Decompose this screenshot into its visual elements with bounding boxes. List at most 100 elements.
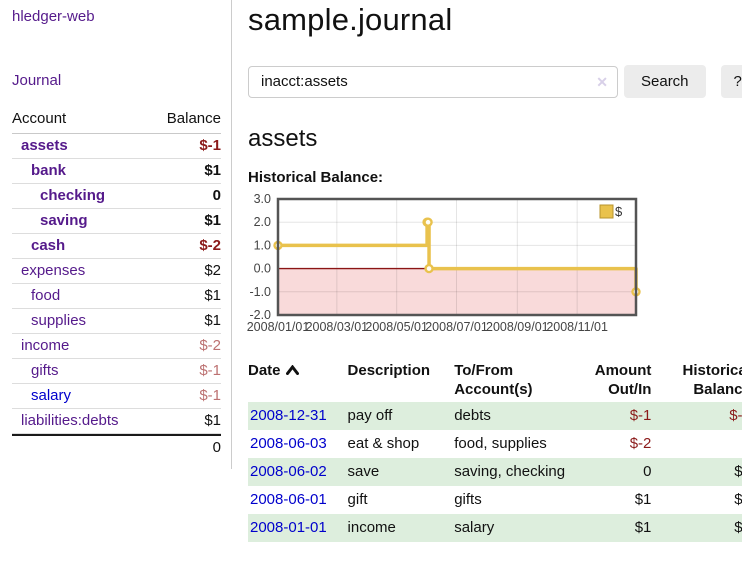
svg-text:2008/09/01: 2008/09/01: [486, 320, 549, 334]
chart-title: Historical Balance:: [248, 169, 384, 186]
transaction-balance: $2: [734, 491, 742, 508]
account-balance: $2: [204, 262, 221, 279]
sidebar: hledger-web Journal Account Balance asse…: [0, 0, 232, 469]
account-link-checking[interactable]: checking: [40, 187, 106, 204]
svg-text:$: $: [615, 204, 623, 219]
transaction-date-link[interactable]: 2008-01-01: [250, 519, 327, 536]
transaction-date-link[interactable]: 2008-06-01: [250, 491, 327, 508]
transaction-date-link[interactable]: 2008-06-02: [250, 463, 327, 480]
account-balance: $-1: [199, 387, 221, 404]
page: hledger-web Journal Account Balance asse…: [0, 0, 742, 542]
register-header-row: Date Description To/From Account(s) Amou…: [248, 359, 742, 402]
transaction-balance: $-1: [729, 407, 742, 424]
svg-text:2008/03/01: 2008/03/01: [306, 320, 369, 334]
register-table: Date Description To/From Account(s) Amou…: [248, 359, 742, 542]
account-balance: $1: [204, 162, 221, 179]
register-row: 2008-06-03 eat & shop food, supplies $-2…: [248, 430, 742, 458]
accounts-header-account: Account: [12, 110, 67, 127]
account-row-gifts: gifts $-1: [12, 359, 221, 384]
account-link-bank[interactable]: bank: [31, 162, 67, 179]
account-link-cash[interactable]: cash: [31, 237, 66, 254]
register-row: 2008-01-01 income salary $1 $1: [248, 514, 742, 542]
svg-text:2.0: 2.0: [254, 215, 271, 229]
help-button[interactable]: ?: [720, 65, 742, 98]
account-link-liabilities-debts[interactable]: liabilities:debts: [21, 412, 119, 429]
column-header-amount: Amount Out/In: [594, 362, 652, 398]
transaction-date-link[interactable]: 2008-12-31: [250, 407, 327, 424]
search-field-wrap: ✕: [248, 65, 618, 98]
clear-search-icon[interactable]: ✕: [596, 73, 608, 90]
transaction-amount: 0: [643, 463, 652, 480]
transaction-amount: $1: [634, 491, 652, 508]
search-input[interactable]: [248, 65, 618, 98]
main-content: sample.journal ✕ Search ? assets Histori…: [232, 0, 742, 542]
transaction-description: gift: [347, 491, 368, 508]
transaction-accounts: gifts: [454, 491, 482, 508]
account-balance: 0: [212, 187, 221, 204]
accounts-table-header: Account Balance: [12, 108, 221, 134]
search-form: ✕ Search ?: [248, 65, 742, 98]
transaction-description: pay off: [347, 407, 393, 424]
column-header-accounts: To/From Account(s): [454, 362, 533, 398]
column-header-description: Description: [347, 362, 431, 379]
page-title: sample.journal: [248, 2, 453, 37]
account-row-food: food $1: [12, 284, 221, 309]
account-link-expenses[interactable]: expenses: [21, 262, 86, 279]
svg-text:2008/07/01: 2008/07/01: [425, 320, 488, 334]
transaction-description: income: [347, 519, 396, 536]
svg-text:-1.0: -1.0: [249, 285, 271, 299]
column-header-date[interactable]: Date: [248, 359, 348, 402]
accounts-header-balance: Balance: [166, 110, 221, 127]
transaction-description: eat & shop: [347, 435, 420, 452]
nav-journal-link[interactable]: Journal: [12, 72, 62, 89]
app-title-link[interactable]: hledger-web: [12, 8, 95, 25]
account-balance: $-2: [199, 237, 221, 254]
account-balance: $1: [204, 412, 221, 429]
transaction-balance: 0: [659, 430, 742, 458]
account-row-salary: salary $-1: [12, 384, 221, 409]
transaction-balance: $2: [734, 463, 742, 480]
register-row: 2008-06-01 gift gifts $1 $2: [248, 486, 742, 514]
account-row-cash: cash $-2: [12, 234, 221, 259]
svg-text:1.0: 1.0: [254, 238, 271, 252]
svg-text:2008/01/01: 2008/01/01: [247, 320, 310, 334]
account-link-assets[interactable]: assets: [21, 137, 68, 154]
transaction-accounts: debts: [454, 407, 491, 424]
account-row-assets: assets $-1: [12, 134, 221, 159]
svg-text:-2.0: -2.0: [249, 308, 271, 322]
account-row-supplies: supplies $1: [12, 309, 221, 334]
transaction-description: save: [347, 463, 380, 480]
svg-text:0.0: 0.0: [254, 262, 271, 276]
section-title: assets: [248, 125, 318, 152]
account-row-saving: saving $1: [12, 209, 221, 234]
account-row-bank: bank $1: [12, 159, 221, 184]
account-link-gifts[interactable]: gifts: [31, 362, 59, 379]
account-balance: $-1: [199, 362, 221, 379]
account-row-checking: checking 0: [12, 184, 221, 209]
accounts-table: Account Balance assets $-1 bank $1 check…: [12, 108, 221, 459]
accounts-total: 0: [12, 434, 221, 459]
transaction-amount: $-2: [629, 435, 652, 452]
account-link-salary[interactable]: salary: [31, 387, 72, 404]
account-row-income: income $-2: [12, 334, 221, 359]
historical-balance-chart[interactable]: 3.0 2.0 1.0 0.0 -1.0 -2.02008/01/012008/03/01…: [247, 192, 641, 337]
account-link-food[interactable]: food: [31, 287, 61, 304]
account-link-saving[interactable]: saving: [40, 212, 88, 229]
account-balance: $-1: [199, 137, 221, 154]
register-row: 2008-12-31 pay off debts $-1 $-1: [248, 402, 742, 430]
search-button[interactable]: Search: [624, 65, 706, 98]
account-link-income[interactable]: income: [21, 337, 70, 354]
transaction-balance: $1: [734, 519, 742, 536]
transaction-amount: $-1: [629, 407, 652, 424]
transaction-date-link[interactable]: 2008-06-03: [250, 435, 327, 452]
transaction-accounts: salary: [454, 519, 495, 536]
account-link-supplies[interactable]: supplies: [31, 312, 87, 329]
svg-text:3.0: 3.0: [254, 192, 271, 206]
transaction-accounts: food, supplies: [454, 435, 547, 452]
account-balance: $1: [204, 287, 221, 304]
transaction-amount: $1: [634, 519, 652, 536]
account-balance: $-2: [199, 337, 221, 354]
svg-text:2008/11/01: 2008/11/01: [546, 320, 608, 334]
svg-text:2008/05/01: 2008/05/01: [365, 320, 428, 334]
account-balance: $1: [204, 212, 221, 229]
